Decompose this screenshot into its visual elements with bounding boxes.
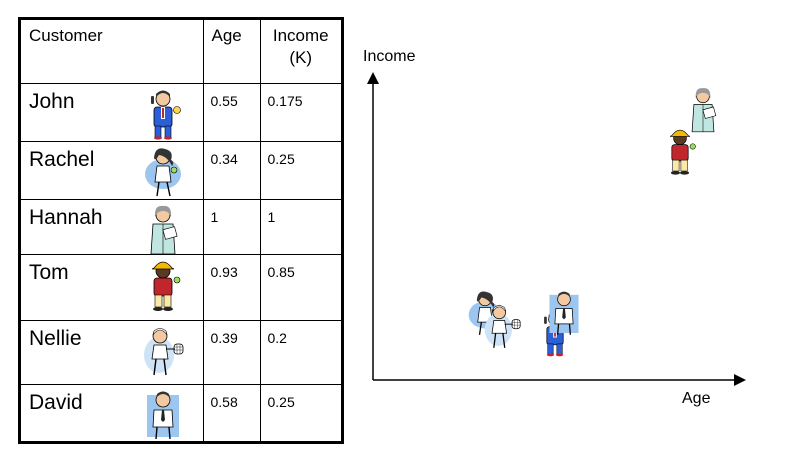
header-age: Age	[202, 20, 261, 84]
table-header-row: Customer Age Income (K)	[21, 20, 341, 84]
income-cell: 0.25	[259, 140, 341, 200]
table-row: David 0.58 0.25	[21, 383, 341, 441]
woman-figure-icon	[141, 146, 185, 198]
customer-table: Customer Age Income (K) John 0.55 0.175	[18, 17, 344, 444]
elderly-woman-icon	[141, 204, 185, 256]
header-income-line2: (K)	[289, 48, 313, 67]
income-cell: 0.25	[259, 383, 341, 441]
scatter-point-nellie	[482, 302, 522, 350]
tennis-player-icon	[141, 325, 185, 377]
customer-table-grid: Customer Age Income (K) John 0.55 0.175	[21, 20, 341, 441]
man-tie-icon	[141, 389, 185, 441]
income-cell: 1	[259, 198, 341, 255]
y-axis-label: Income	[363, 48, 416, 65]
income-cell: 0.85	[259, 253, 341, 321]
scatter-point-david	[544, 289, 584, 337]
scatter-point-tom	[660, 127, 700, 175]
customer-cell: John	[21, 82, 204, 142]
age-cell: 0.58	[202, 383, 261, 441]
customer-cell: Nellie	[21, 319, 204, 385]
age-cell: 0.34	[202, 140, 261, 200]
age-cell: 0.93	[202, 253, 261, 321]
table-row: John 0.55 0.175	[21, 82, 341, 142]
header-income-line1: Income	[272, 26, 329, 45]
income-cell: 0.2	[259, 319, 341, 385]
table-row: Rachel 0.34 0.25	[21, 140, 341, 200]
table-row: Nellie 0.39 0.2	[21, 319, 341, 385]
customer-cell: David	[21, 383, 204, 441]
scatter-point-hannah	[683, 86, 723, 134]
age-cell: 1	[202, 198, 261, 255]
customer-cell: Tom	[21, 253, 204, 321]
x-axis-label: Age	[682, 390, 711, 407]
customer-cell: Hannah	[21, 198, 204, 256]
construction-worker-icon	[141, 259, 185, 311]
age-cell: 0.55	[202, 82, 261, 142]
table-row: Tom 0.93 0.85	[21, 253, 341, 321]
businessman-icon	[141, 88, 185, 140]
header-customer: Customer	[21, 20, 204, 84]
header-income: Income (K)	[259, 20, 341, 84]
age-cell: 0.39	[202, 319, 261, 385]
customer-cell: Rachel	[21, 140, 204, 200]
table-row: Hannah 1 1	[21, 198, 341, 256]
income-cell: 0.175	[259, 82, 341, 142]
customer-scatter-plot: Income Age	[355, 40, 775, 440]
scatter-axes	[367, 72, 746, 386]
